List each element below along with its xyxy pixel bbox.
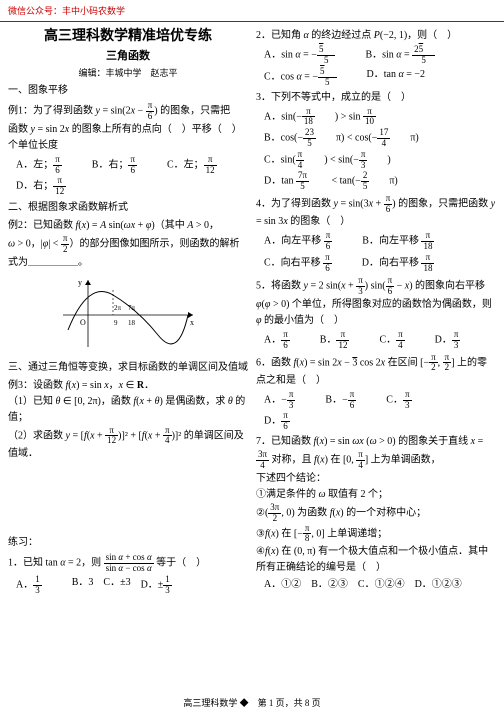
q7-opt-c: C．①②④	[358, 577, 405, 593]
page-footer: 高三理科数学 ◆ 第 1 页，共 8 页	[0, 696, 504, 709]
q3: 3．下列不等式中，成立的是（ ）	[256, 90, 496, 106]
section-2: 二、根据图象求函数解析式	[8, 200, 248, 216]
q5-options: A．π6 B．π12 C．π4 D．π3	[256, 330, 496, 351]
q3-opt-c: C．sin(π4) < sin(−π3)	[264, 150, 391, 171]
q2-opt-a: A．sin α = −55	[264, 45, 355, 66]
q5-opt-c: C．π4	[379, 330, 424, 351]
q4-opt-a: A．向左平移 π6	[264, 231, 352, 252]
q6-options: A．−π3 B．−π6 C．π3 D．π6	[256, 390, 496, 432]
ex1-opt-d: D．右；π12	[16, 176, 86, 197]
q2-opt-d: D．tan α = −2	[367, 67, 425, 88]
q5-opt-b: B．π12	[320, 330, 370, 351]
practice-heading: 练习：	[8, 535, 248, 551]
q4-options: A．向左平移 π6 B．向左平移 π18	[256, 231, 496, 252]
q2-options2: C．cos α = −55 D．tan α = −2	[256, 67, 496, 88]
sine-graph: x y O 2π 9 7π 18	[8, 275, 248, 356]
q2-opt-b: B．sin α = 255	[365, 45, 455, 66]
q2: 2．已知角 α 的终边经过点 P(−2, 1)，则（ ）	[256, 28, 496, 44]
q7-c2: ②(3π2, 0) 为函数 f(x) 的一个对称中心；	[256, 503, 496, 524]
q2-opt-c: C．cos α = −55	[264, 67, 357, 88]
q7-opt-d: D．①②③	[415, 577, 462, 593]
example-3: 例3：设函数 f(x) = sin x，x ∈ R．	[8, 378, 248, 394]
q7-opt-a: A．①②	[264, 577, 301, 593]
q5-opt-d: D．π3	[435, 330, 481, 351]
ex1-opt-c: C．左；π12	[167, 155, 237, 176]
q4-options2: C．向右平移 π6 D．向右平移 π18	[256, 253, 496, 274]
svg-text:9: 9	[114, 319, 118, 327]
q5: 5．将函数 y = 2 sin(x + π3) sin(π6 − x) 的图象向…	[256, 276, 496, 329]
ex1-opt-b: B．右；π6	[92, 155, 157, 176]
q7-options: A．①② B．②③ C．①②④ D．①②③	[256, 577, 496, 593]
q6: 6．函数 f(x) = sin 2x − 3 cos 2x 在区间 [−π2, …	[256, 353, 496, 390]
p1-opt-b: B．3	[72, 575, 94, 596]
editor-line: 编辑：丰城中学 赵志平	[8, 66, 248, 80]
q7-c4: ④f(x) 在 (0, π) 有一个极大值点和一个极小值点．其中所有正确结论的编…	[256, 544, 496, 576]
q3-opt-cd-row: C．sin(π4) < sin(−π3) D．tan 7π5 < tan(−25…	[256, 150, 496, 192]
left-column: 高三理科数学精准培优专练 三角函数 编辑：丰城中学 赵志平 一、图象平移 例1：…	[8, 26, 248, 596]
example-2b: ω > 0，|φ| < π2）的部分图像如图所示，则函数的解析式为＿＿＿＿＿。	[8, 234, 248, 271]
q5-opt-a: A．π6	[264, 330, 310, 351]
q4: 4．为了得到函数 y = sin(3x + π6) 的图象，只需把函数 y = …	[256, 194, 496, 231]
svg-text:x: x	[190, 318, 194, 327]
example-2: 例2：已知函数 f(x) = A sin(ωx + φ)（其中 A > 0，	[8, 218, 248, 234]
q3-opt-d: D．tan 7π5 < tan(−25π)	[264, 171, 398, 192]
section-3: 三、通过三角恒等变换，求目标函数的单调区间及值域	[8, 360, 248, 376]
q3-opt-a-row: A．sin(−π18) > sin π10	[256, 107, 496, 128]
q7-sub: 下述四个结论：	[256, 471, 496, 487]
p1-opt-d: D．±13	[141, 575, 192, 596]
ex1-opt-a: A．左；π6	[16, 155, 82, 176]
right-column: 2．已知角 α 的终边经过点 P(−2, 1)，则（ ） A．sin α = −…	[256, 26, 496, 596]
svg-text:7π: 7π	[128, 304, 136, 312]
page-title: 高三理科数学精准培优专练	[8, 26, 248, 48]
svg-text:18: 18	[128, 319, 136, 327]
q4-opt-d: D．向右平移 π18	[362, 253, 455, 274]
topbar: 微信公众号：丰中小码农数学	[0, 0, 504, 22]
q7: 7．已知函数 f(x) = sin ωx (ω > 0) 的图象关于直线 x =…	[256, 434, 496, 471]
example-1: 例1：为了得到函数 y = sin(2x − π6) 的图象，只需把	[8, 101, 248, 122]
q6-opt-c: C．π3	[386, 390, 431, 411]
q3-opt-b-row: B．cos(−235π) < cos(−174π)	[256, 128, 496, 149]
q6-opt-b: B．−π6	[325, 390, 376, 411]
page-subtitle: 三角函数	[8, 48, 248, 66]
p1-opt-a: A．13	[16, 575, 62, 596]
q6-opt-a: A．−π3	[264, 390, 315, 411]
q4-opt-c: C．向右平移 π6	[264, 253, 352, 274]
q7-c3: ③f(x) 在 [−π8, 0] 上单调递增；	[256, 524, 496, 545]
p1-opt-c: C．±3	[103, 575, 130, 596]
section-1: 一、图象平移	[8, 83, 248, 99]
ex1-options: A．左；π6 B．右；π6 C．左；π12 D．右；π12	[8, 155, 248, 197]
q7-c1: ①满足条件的 ω 取值有 2 个；	[256, 487, 496, 503]
q4-opt-b: B．向左平移 π18	[362, 231, 454, 252]
q2-options: A．sin α = −55 B．sin α = 255	[256, 45, 496, 66]
blank-space	[8, 462, 248, 532]
q3-opt-b: B．cos(−235π) < cos(−174π)	[264, 128, 419, 149]
ex3-part1: （1）已知 θ ∈ [0, 2π)，函数 f(x + θ) 是偶函数，求 θ 的…	[8, 394, 248, 426]
example-1b: 函数 y = sin 2x 的图象上所有的点向（ ）平移（ ）个单位长度	[8, 122, 248, 154]
q6-opt-d: D．π6	[264, 411, 310, 432]
practice-1: 1．已知 tan α = 2，则 sin α + cos αsin α − co…	[8, 553, 248, 574]
svg-text:2π: 2π	[114, 304, 122, 312]
page-body: 高三理科数学精准培优专练 三角函数 编辑：丰城中学 赵志平 一、图象平移 例1：…	[0, 22, 504, 600]
svg-text:O: O	[80, 318, 86, 327]
p1-options: A．13 B．3 C．±3 D．±13	[8, 575, 248, 596]
q3-opt-a: A．sin(−π18) > sin π10	[264, 107, 396, 128]
ex3-part2: （2）求函数 y = [f(x + π12)]² + [f(x + π4)]² …	[8, 426, 248, 463]
svg-text:y: y	[78, 278, 82, 287]
q7-opt-b: B．②③	[311, 577, 348, 593]
